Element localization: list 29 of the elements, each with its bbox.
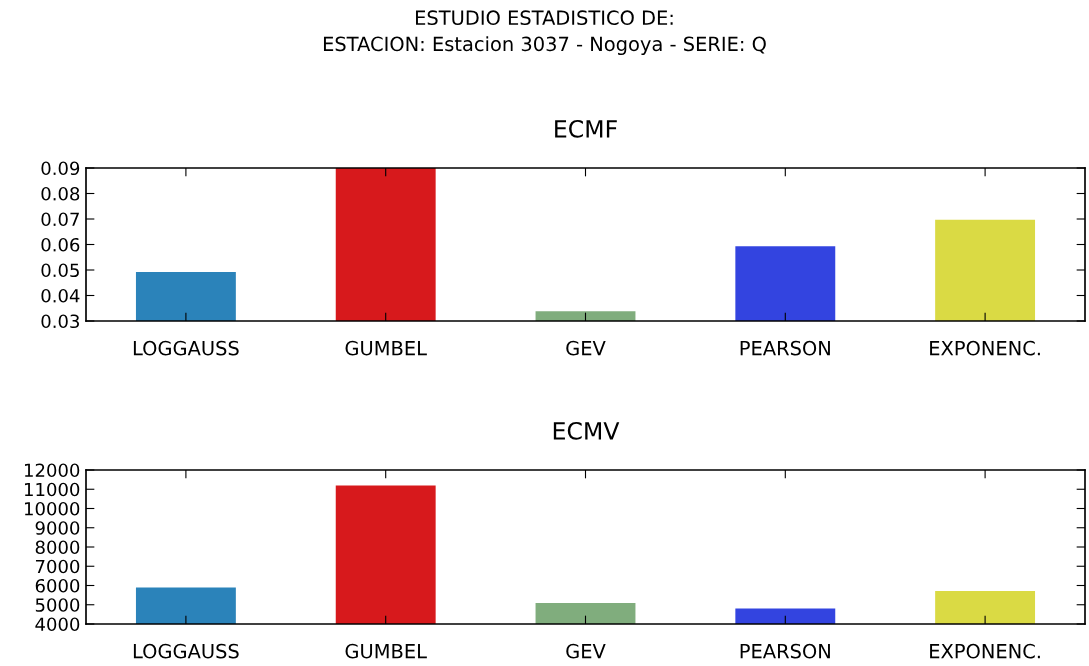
x-tick-label: LOGGAUSS bbox=[133, 643, 239, 659]
x-tick-label: GUMBEL bbox=[345, 643, 427, 659]
x-tick-label: GEV bbox=[566, 340, 606, 356]
y-tick-label: 10000 bbox=[24, 501, 80, 516]
y-tick-label: 5000 bbox=[35, 598, 80, 612]
x-tick-label: GUMBEL bbox=[345, 340, 427, 356]
y-tick-label: 7000 bbox=[35, 559, 80, 574]
chart-title: ECMV bbox=[553, 421, 620, 440]
chart-title: ECMF bbox=[555, 119, 617, 138]
y-tick-label: 0.08 bbox=[41, 186, 80, 201]
x-tick-label: EXPONENC. bbox=[930, 340, 1040, 356]
y-tick-label: 6000 bbox=[35, 578, 80, 593]
y-tick-label: 0.05 bbox=[41, 263, 79, 278]
y-tick-label: 8000 bbox=[35, 540, 80, 555]
y-tick-label: 0.04 bbox=[41, 288, 80, 303]
y-tick-label: 0.03 bbox=[41, 314, 79, 329]
y-tick-label: 0.06 bbox=[41, 237, 80, 252]
x-tick-label: PEARSON bbox=[740, 340, 830, 356]
y-tick-label: 0.09 bbox=[41, 161, 80, 176]
y-tick-label: 4000 bbox=[35, 617, 80, 632]
x-tick-label: PEARSON bbox=[740, 643, 830, 659]
y-tick-label: 0.07 bbox=[41, 212, 79, 227]
x-tick-label: EXPONENC. bbox=[930, 643, 1040, 659]
y-tick-label: 9000 bbox=[35, 521, 80, 535]
y-tick-label: 12000 bbox=[24, 463, 80, 478]
text: ESTUDIO ESTADISTICO DE: ESTACION: Estacion 3037 - Nogoya - SERIE: Q bbox=[323, 10, 766, 56]
y-tick-label: 11000 bbox=[24, 482, 80, 497]
x-tick-label: GEV bbox=[566, 643, 606, 659]
x-tick-label: LOGGAUSS bbox=[133, 340, 239, 356]
